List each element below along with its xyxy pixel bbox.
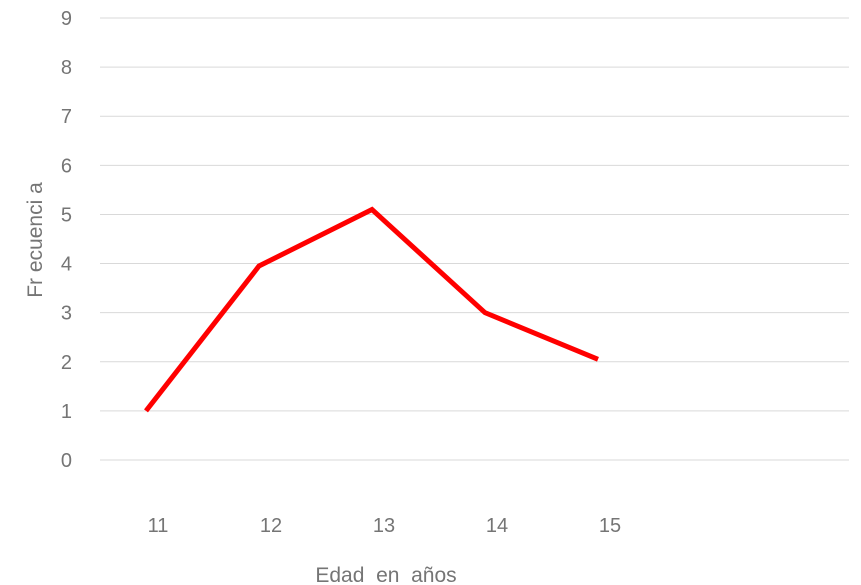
gridlines bbox=[100, 17, 849, 461]
y-tick-label: 0 bbox=[61, 450, 72, 472]
x-tick-label: 15 bbox=[599, 515, 621, 537]
y-tick-label: 9 bbox=[61, 8, 72, 30]
x-tick-label: 14 bbox=[486, 515, 508, 537]
y-tick-label: 6 bbox=[61, 155, 72, 177]
y-axis-ticks: 0 1 2 3 4 5 6 7 8 9 bbox=[61, 8, 72, 472]
y-tick-label: 5 bbox=[61, 204, 72, 226]
y-tick-label: 7 bbox=[61, 106, 72, 128]
x-tick-label: 13 bbox=[373, 515, 395, 537]
series-line bbox=[144, 206, 599, 413]
x-axis-ticks: 11 12 13 14 15 bbox=[148, 515, 622, 537]
y-tick-label: 1 bbox=[61, 401, 72, 423]
y-axis-title: Fr ecuenci a bbox=[24, 182, 47, 298]
y-tick-label: 8 bbox=[61, 57, 72, 79]
y-tick-label: 2 bbox=[61, 352, 72, 374]
series-layer bbox=[144, 206, 599, 413]
y-tick-label: 3 bbox=[61, 303, 72, 325]
y-tick-label: 4 bbox=[61, 254, 72, 276]
x-tick-label: 12 bbox=[260, 515, 282, 537]
x-axis-title: Edad en años bbox=[315, 564, 456, 585]
x-tick-label: 11 bbox=[148, 515, 169, 537]
